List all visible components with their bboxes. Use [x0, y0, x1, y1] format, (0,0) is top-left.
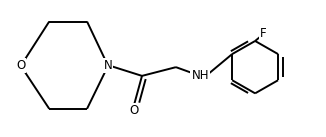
Text: F: F — [260, 27, 267, 40]
Text: O: O — [16, 59, 25, 72]
Text: NH: NH — [191, 69, 209, 82]
Text: O: O — [129, 104, 139, 117]
Text: N: N — [104, 59, 112, 72]
